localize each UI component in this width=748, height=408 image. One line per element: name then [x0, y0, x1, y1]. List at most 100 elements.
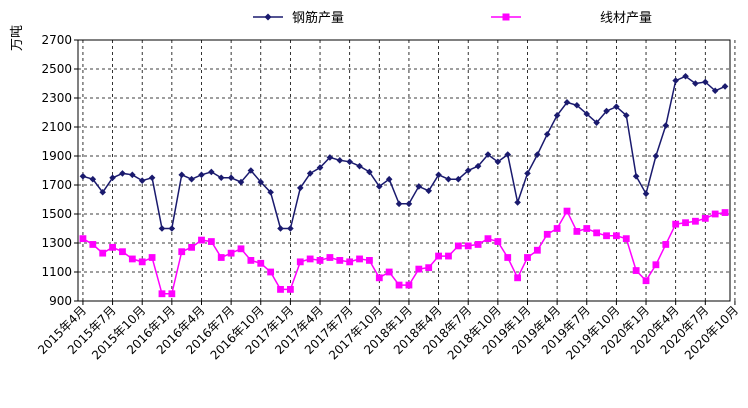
data-point-rebar: [79, 173, 87, 180]
data-point-wire: [524, 254, 531, 261]
data-point-wire: [385, 268, 393, 276]
data-point-rebar: [692, 80, 699, 87]
data-point-wire: [217, 254, 225, 261]
data-point-wire: [148, 254, 156, 261]
data-point-rebar: [642, 190, 650, 197]
data-point-wire: [316, 257, 324, 264]
data-point-wire: [474, 241, 482, 248]
data-point-wire: [277, 286, 284, 293]
data-point-wire: [227, 249, 235, 257]
data-point-rebar: [622, 112, 630, 119]
data-point-rebar: [524, 170, 531, 177]
legend: 钢筋产量 线材产量: [253, 10, 652, 26]
data-point-rebar: [553, 112, 561, 119]
y-tick-label: 1500: [41, 207, 72, 221]
data-point-wire: [395, 281, 403, 289]
data-point-rebar: [464, 167, 472, 174]
data-point-rebar: [425, 187, 432, 195]
data-point-wire: [543, 230, 551, 238]
data-point-rebar: [711, 87, 719, 95]
data-point-rebar: [247, 167, 255, 174]
y-tick-label: 1700: [41, 178, 72, 192]
data-point-rebar: [168, 225, 176, 232]
data-point-rebar: [534, 151, 541, 158]
data-point-wire: [573, 228, 581, 235]
data-point-rebar: [336, 157, 344, 164]
data-point-rebar: [227, 174, 235, 182]
data-point-rebar: [316, 164, 324, 171]
data-point-rebar: [415, 183, 423, 190]
data-point-wire: [563, 207, 571, 215]
data-point-rebar: [721, 83, 729, 90]
data-point-wire: [237, 245, 245, 253]
data-point-wire: [346, 258, 354, 266]
data-point-rebar: [395, 200, 403, 208]
data-point-rebar: [188, 175, 195, 183]
data-point-wire: [247, 257, 255, 264]
gridlines: [78, 39, 736, 301]
data-point-wire: [207, 238, 215, 245]
y-tick-label: 900: [49, 294, 72, 308]
data-point-rebar: [99, 188, 106, 196]
data-point-rebar: [583, 110, 591, 118]
data-point-rebar: [287, 225, 294, 232]
data-point-rebar: [573, 101, 581, 109]
y-tick-label: 1900: [41, 149, 72, 163]
data-point-wire: [257, 259, 265, 267]
data-point-rebar: [366, 168, 373, 176]
data-point-wire: [672, 220, 680, 228]
data-point-rebar: [129, 171, 136, 179]
axes: [77, 39, 731, 302]
data-point-wire: [128, 255, 136, 263]
legend-marker-wire: [502, 13, 510, 21]
data-point-wire: [632, 267, 640, 274]
data-point-wire: [662, 241, 670, 248]
data-point-wire: [445, 252, 452, 260]
data-point-rebar: [652, 152, 660, 160]
plot-area-frame: [77, 39, 731, 302]
data-point-rebar: [198, 171, 205, 179]
legend-label-rebar: 钢筋产量: [292, 10, 344, 26]
data-point-wire: [721, 209, 729, 216]
data-point-rebar: [474, 162, 482, 170]
data-point-wire: [652, 261, 660, 269]
y-tick-label: 1300: [41, 236, 72, 250]
data-point-wire: [603, 232, 610, 240]
data-point-wire: [405, 281, 413, 289]
data-point-wire: [198, 236, 205, 244]
data-point-rebar: [148, 174, 156, 182]
data-point-wire: [286, 286, 294, 293]
data-point-wire: [612, 232, 620, 240]
data-point-rebar: [326, 154, 334, 161]
data-point-wire: [158, 290, 166, 298]
data-point-rebar: [682, 72, 689, 80]
data-point-wire: [642, 277, 650, 285]
data-point-rebar: [306, 170, 314, 177]
data-point-rebar: [455, 175, 462, 183]
data-point-rebar: [445, 175, 452, 183]
data-point-wire: [306, 255, 314, 263]
data-point-wire: [484, 235, 492, 243]
data-point-rebar: [484, 151, 492, 158]
data-point-rebar: [89, 175, 97, 183]
data-point-wire: [356, 255, 363, 263]
data-point-wire: [267, 268, 275, 276]
data-point-rebar: [593, 119, 600, 126]
data-point-wire: [504, 254, 512, 261]
legend-label-wire: 线材产量: [600, 11, 652, 26]
data-point-rebar: [119, 170, 126, 177]
data-point-wire: [296, 258, 304, 266]
data-point-rebar: [296, 184, 304, 192]
data-point-rebar: [158, 225, 166, 232]
data-point-rebar: [603, 107, 610, 115]
data-point-wire: [425, 264, 433, 272]
y-tick-label: 1100: [41, 265, 72, 279]
data-point-rebar: [178, 171, 186, 179]
data-point-wire: [711, 210, 719, 218]
data-point-wire: [415, 265, 423, 273]
series-line-rebar: [82, 75, 726, 230]
data-point-wire: [583, 225, 591, 232]
y-tick-label: 2300: [41, 91, 72, 105]
legend-marker-rebar: [264, 13, 272, 21]
